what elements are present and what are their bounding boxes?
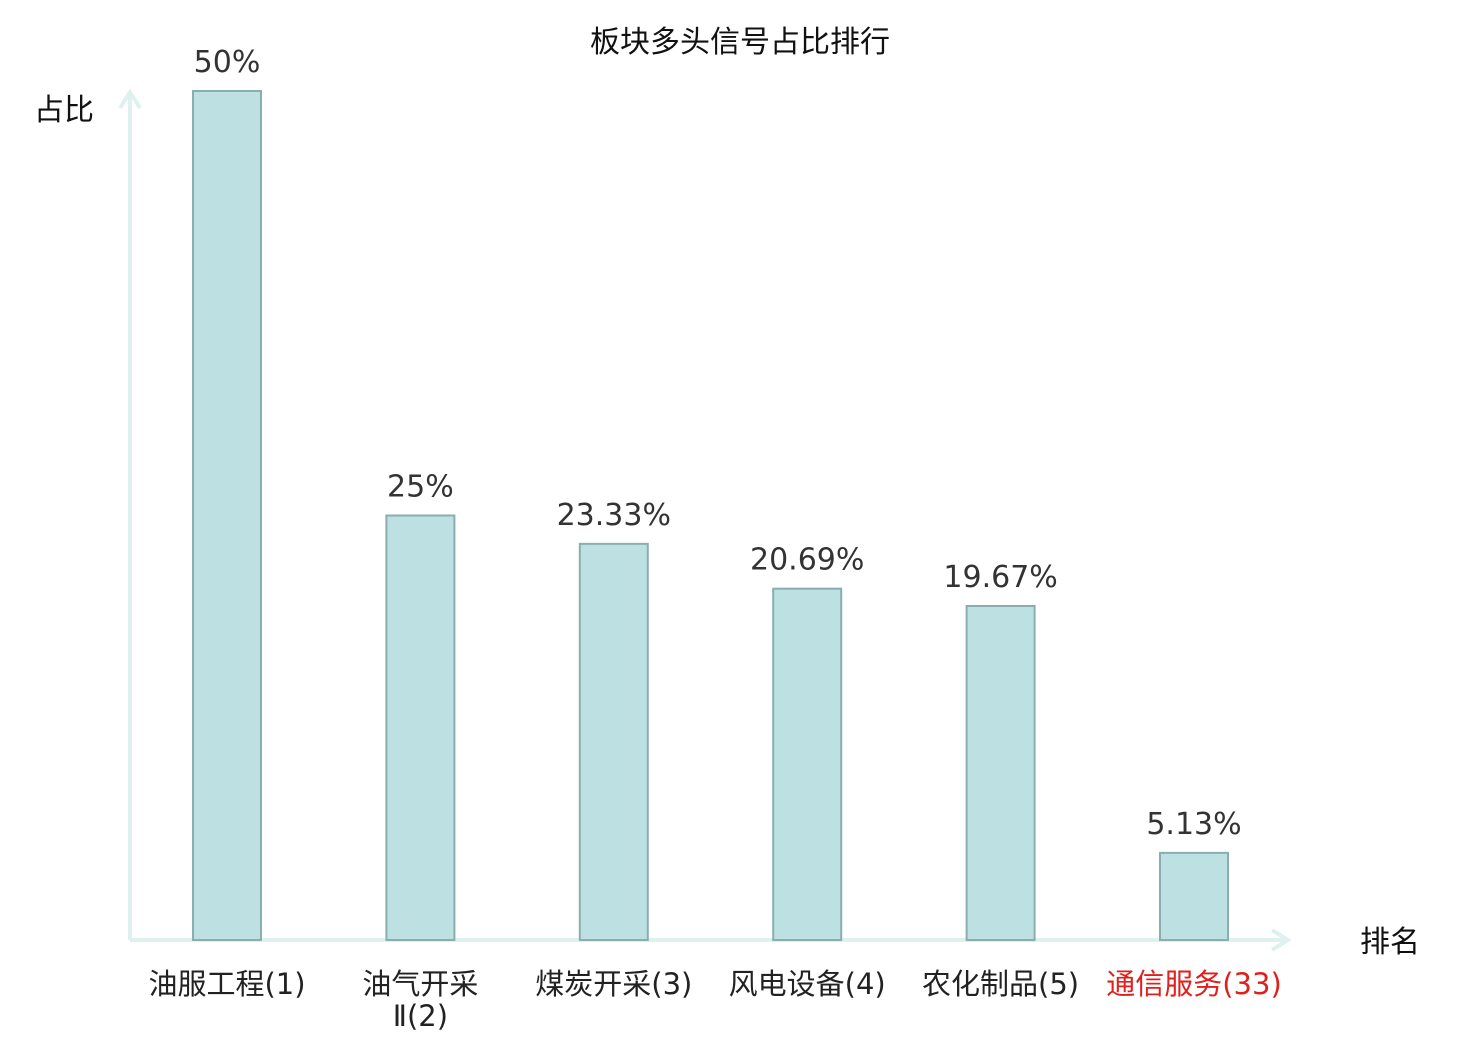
x-axis-label: 排名 bbox=[1360, 925, 1420, 960]
y-axis-arrow bbox=[118, 88, 142, 110]
bar-4 bbox=[772, 587, 843, 941]
value-label-3: 23.33% bbox=[557, 498, 671, 533]
value-labels: 50% 25% 23.33% 20.69% 19.67% 5.13% bbox=[194, 45, 1242, 842]
value-label-4: 20.69% bbox=[750, 543, 864, 578]
value-label-6: 5.13% bbox=[1146, 807, 1241, 842]
chart-title: 板块多头信号占比排行 bbox=[590, 25, 890, 60]
category-label-4: 风电设备(4) bbox=[729, 967, 886, 1001]
axes bbox=[118, 88, 1292, 952]
bar-5 bbox=[965, 605, 1036, 942]
category-label-3: 煤炭开采(3) bbox=[535, 967, 692, 1001]
category-label-6: 通信服务(33) bbox=[1106, 967, 1282, 1001]
bar-3 bbox=[578, 542, 649, 942]
value-label-1: 50% bbox=[194, 45, 261, 80]
x-axis-arrow bbox=[1270, 928, 1292, 952]
category-label-1: 油服工程(1) bbox=[148, 967, 305, 1001]
bars bbox=[192, 90, 1229, 942]
category-label-5: 农化制品(5) bbox=[922, 967, 1079, 1001]
category-label-2-line-1: 油气开采 bbox=[362, 967, 478, 1001]
bar-2 bbox=[385, 514, 456, 941]
bar-6 bbox=[1159, 851, 1229, 941]
category-label-2-line-2: Ⅱ(2) bbox=[393, 999, 448, 1033]
value-label-2: 25% bbox=[387, 470, 454, 505]
bar-1 bbox=[192, 90, 262, 941]
y-axis-label: 占比 bbox=[34, 93, 94, 128]
value-label-5: 19.67% bbox=[943, 560, 1057, 595]
